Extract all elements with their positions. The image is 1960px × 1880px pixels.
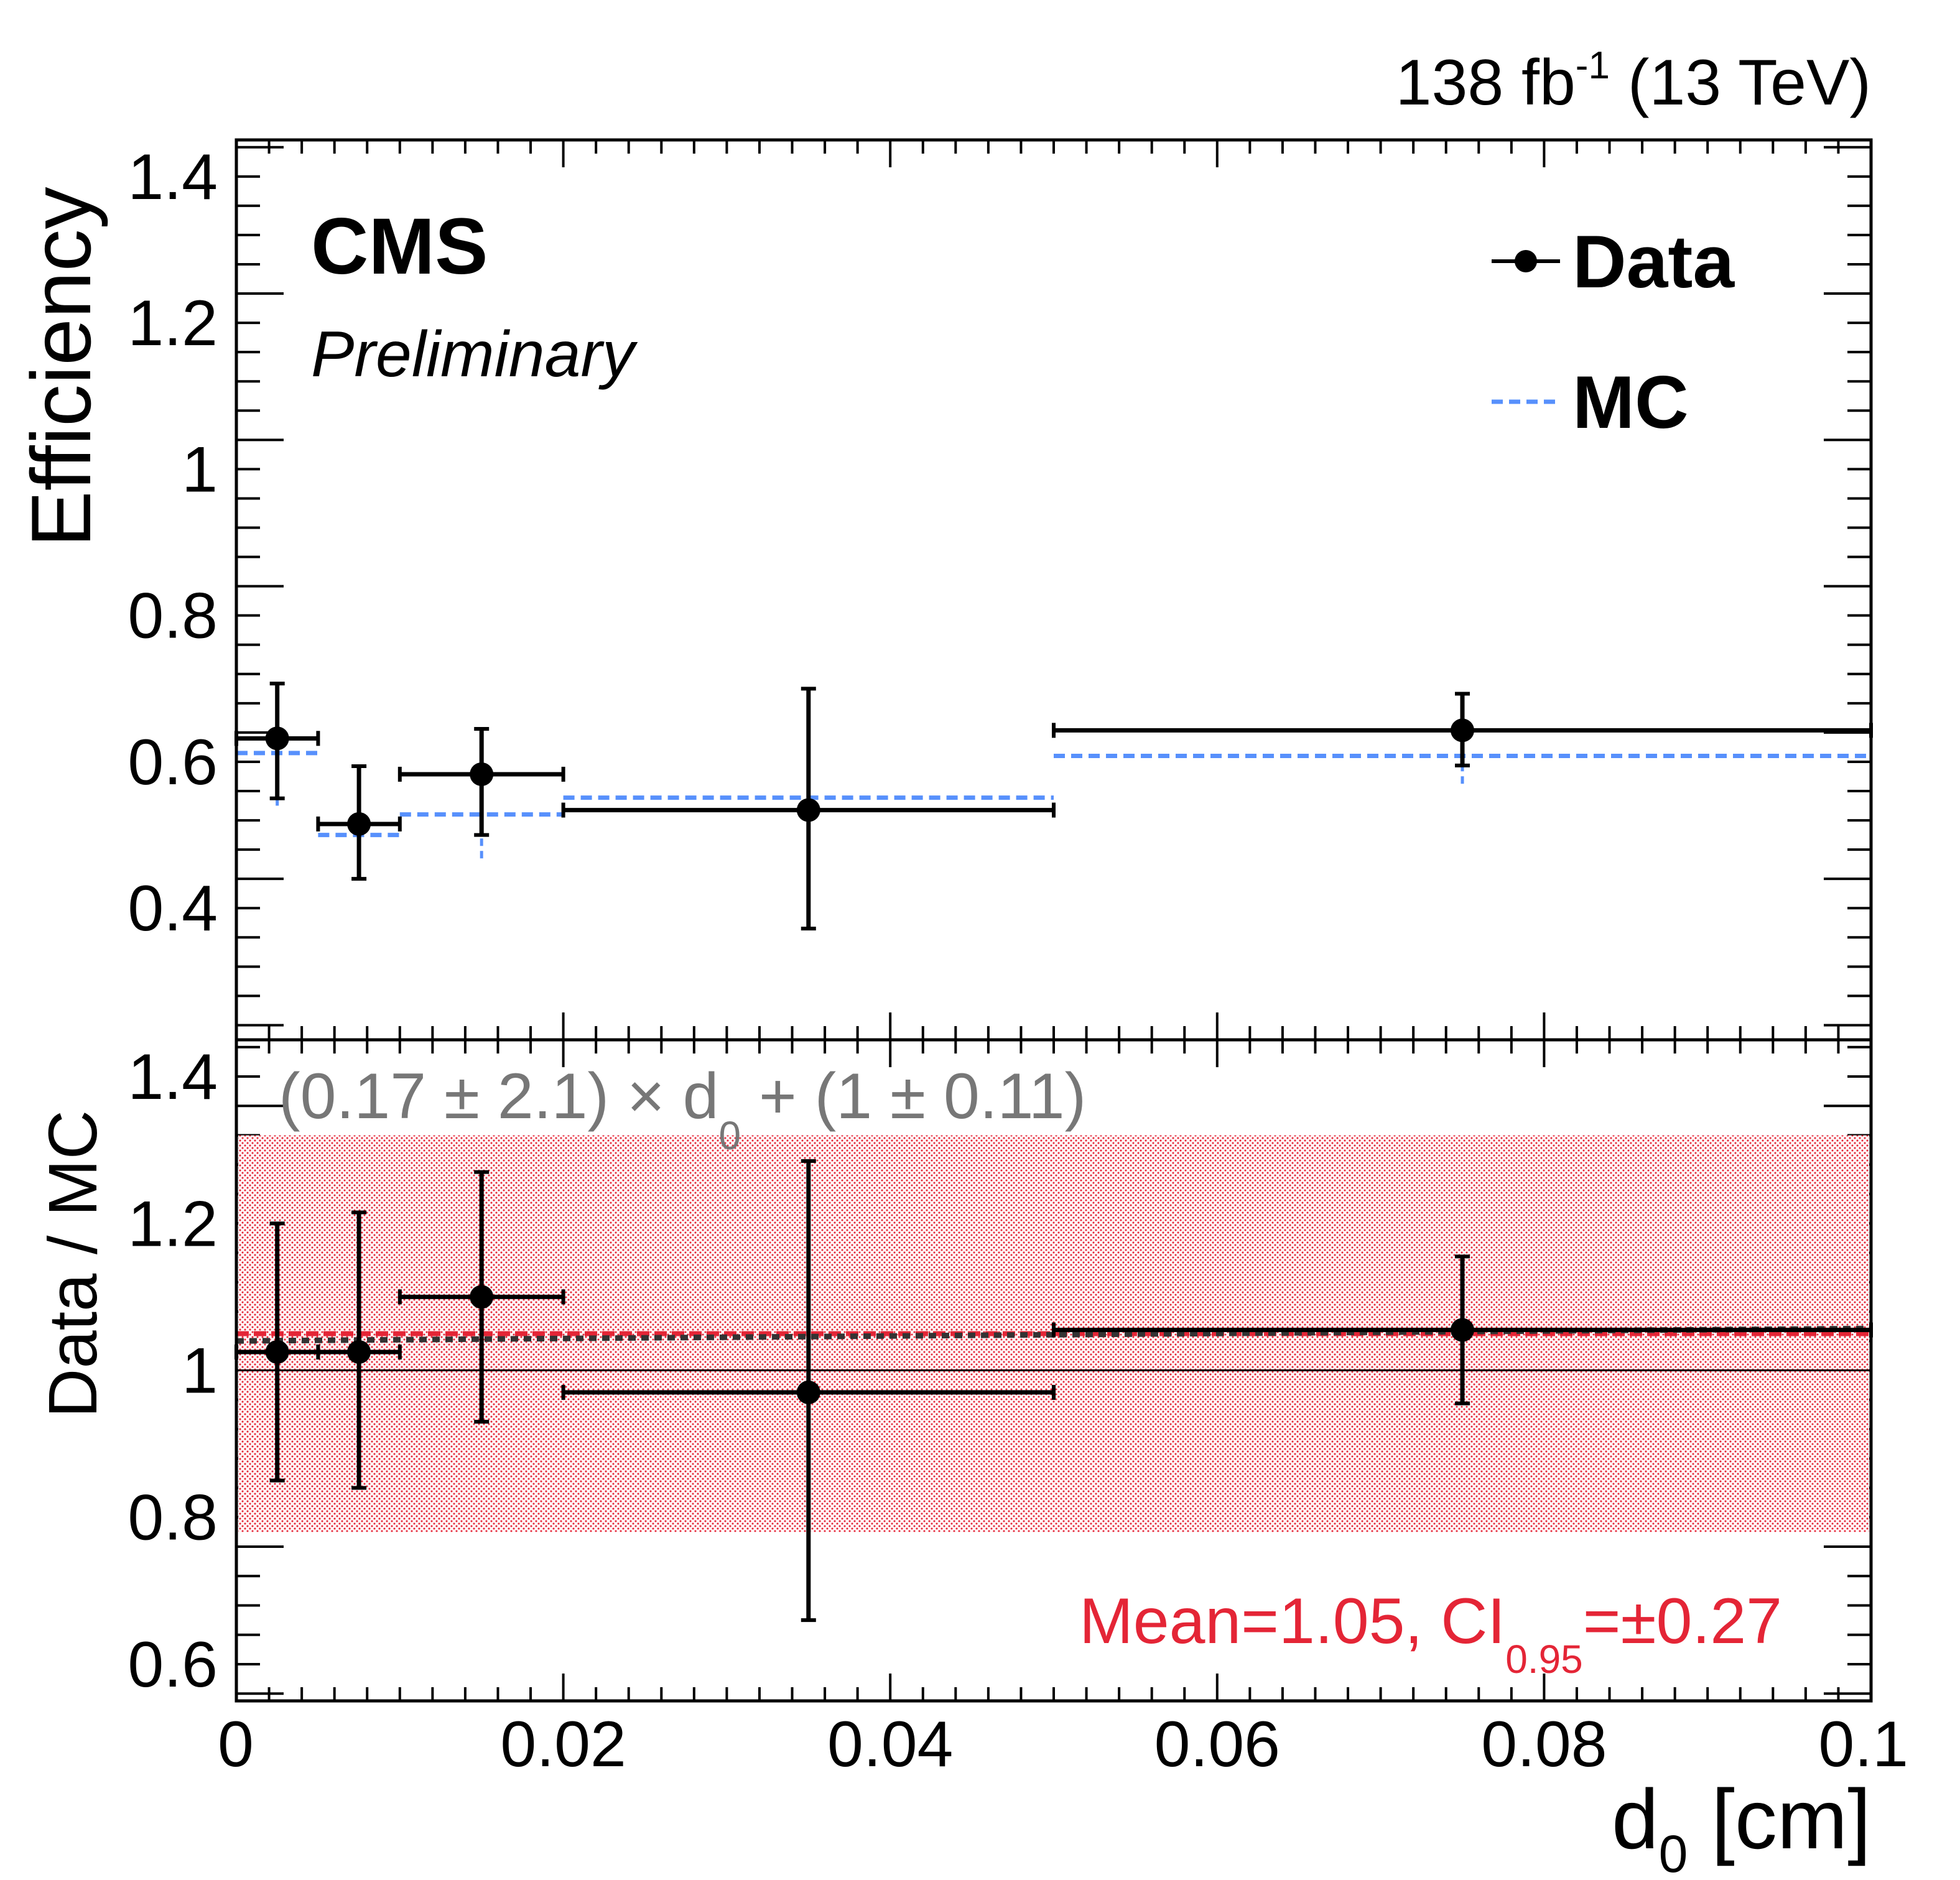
legend-mc-label: MC [1572,361,1689,444]
mean-ci-sub: 0.95 [1505,1637,1583,1682]
ratio-panel-frame [235,1038,1873,1703]
experiment-label: CMS [311,202,488,291]
upper-y-axis-label: Efficiency [14,187,108,547]
upper-y-tick-label: 0.6 [128,726,218,799]
x-tick-label: 0 [218,1708,254,1780]
fit-label: (0.17 ± 2.1) × d0 + (1 ± 0.11) [279,1060,1086,1158]
ratio-point [796,1380,820,1404]
ratio-point [470,1285,494,1309]
ratio-y-tick-label: 1 [182,1335,218,1407]
lumi-label: 138 fb-1 (13 TeV) [1396,44,1871,119]
lumi-energy: (13 TeV) [1610,47,1871,119]
fit-label-sub: 0 [718,1113,741,1158]
upper-y-tick-label: 0.8 [128,580,218,652]
upper-y-tick-label: 1 [182,433,218,506]
ratio-point [1451,1318,1474,1342]
ratio-y-tick-label: 1.4 [128,1041,218,1113]
ratio-y-tick-label: 1.2 [128,1188,218,1260]
upper-y-tick-label: 1.2 [128,287,218,359]
data-point [470,762,494,786]
x-axis-label-main: d [1612,1772,1659,1866]
ratio-y-axis-label: Data / MC [35,1110,111,1418]
mean-ci-main: Mean=1.05, CI [1079,1585,1505,1657]
lumi-exponent: -1 [1576,44,1610,87]
legend-data-marker [1515,250,1537,272]
data-point [265,726,289,751]
x-axis-label-sub: 0 [1659,1825,1688,1880]
upper-panel: 0.4 0.6 0.8 1 1.2 1.4 CMS Preliminary Data MC… [14,138,1873,1042]
upper-y-tick-label: 1.4 [128,141,218,213]
x-tick-label: 0.1 [1818,1708,1908,1780]
status-label: Preliminary [311,318,638,391]
x-tick-label: 0.08 [1481,1708,1607,1780]
ratio-point [347,1340,371,1364]
x-tick-label: 0.06 [1154,1708,1280,1780]
data-point [796,798,820,822]
x-axis-label: d0 [cm] [1612,1772,1871,1880]
upper-y-tick-label: 0.4 [128,873,218,945]
data-point [1451,718,1474,743]
mean-ci-label: Mean=1.05, CI0.95=±0.27 [1079,1585,1782,1682]
fit-label-main: (0.17 ± 2.1) × d [279,1060,718,1132]
legend: Data MC [1492,220,1735,444]
x-axis-label-unit: [cm] [1688,1772,1871,1866]
mean-ci-tail: =±0.27 [1583,1585,1782,1657]
ratio-y-tick-label: 0.8 [128,1482,218,1554]
data-point [347,812,371,836]
ratio-panel: 0.6 0.8 1 1.2 1.4 0 0.02 0.04 0.06 0.08 0.1 (0.17 … [35,1038,1908,1880]
legend-data-label: Data [1572,220,1735,303]
lumi-value: 138 fb [1396,47,1576,119]
x-tick-label: 0.04 [827,1708,953,1780]
ratio-point [265,1340,289,1364]
ratio-y-tick-label: 0.6 [128,1629,218,1701]
fit-label-tail: + (1 ± 0.11) [741,1060,1086,1132]
x-tick-label: 0.02 [500,1708,626,1780]
